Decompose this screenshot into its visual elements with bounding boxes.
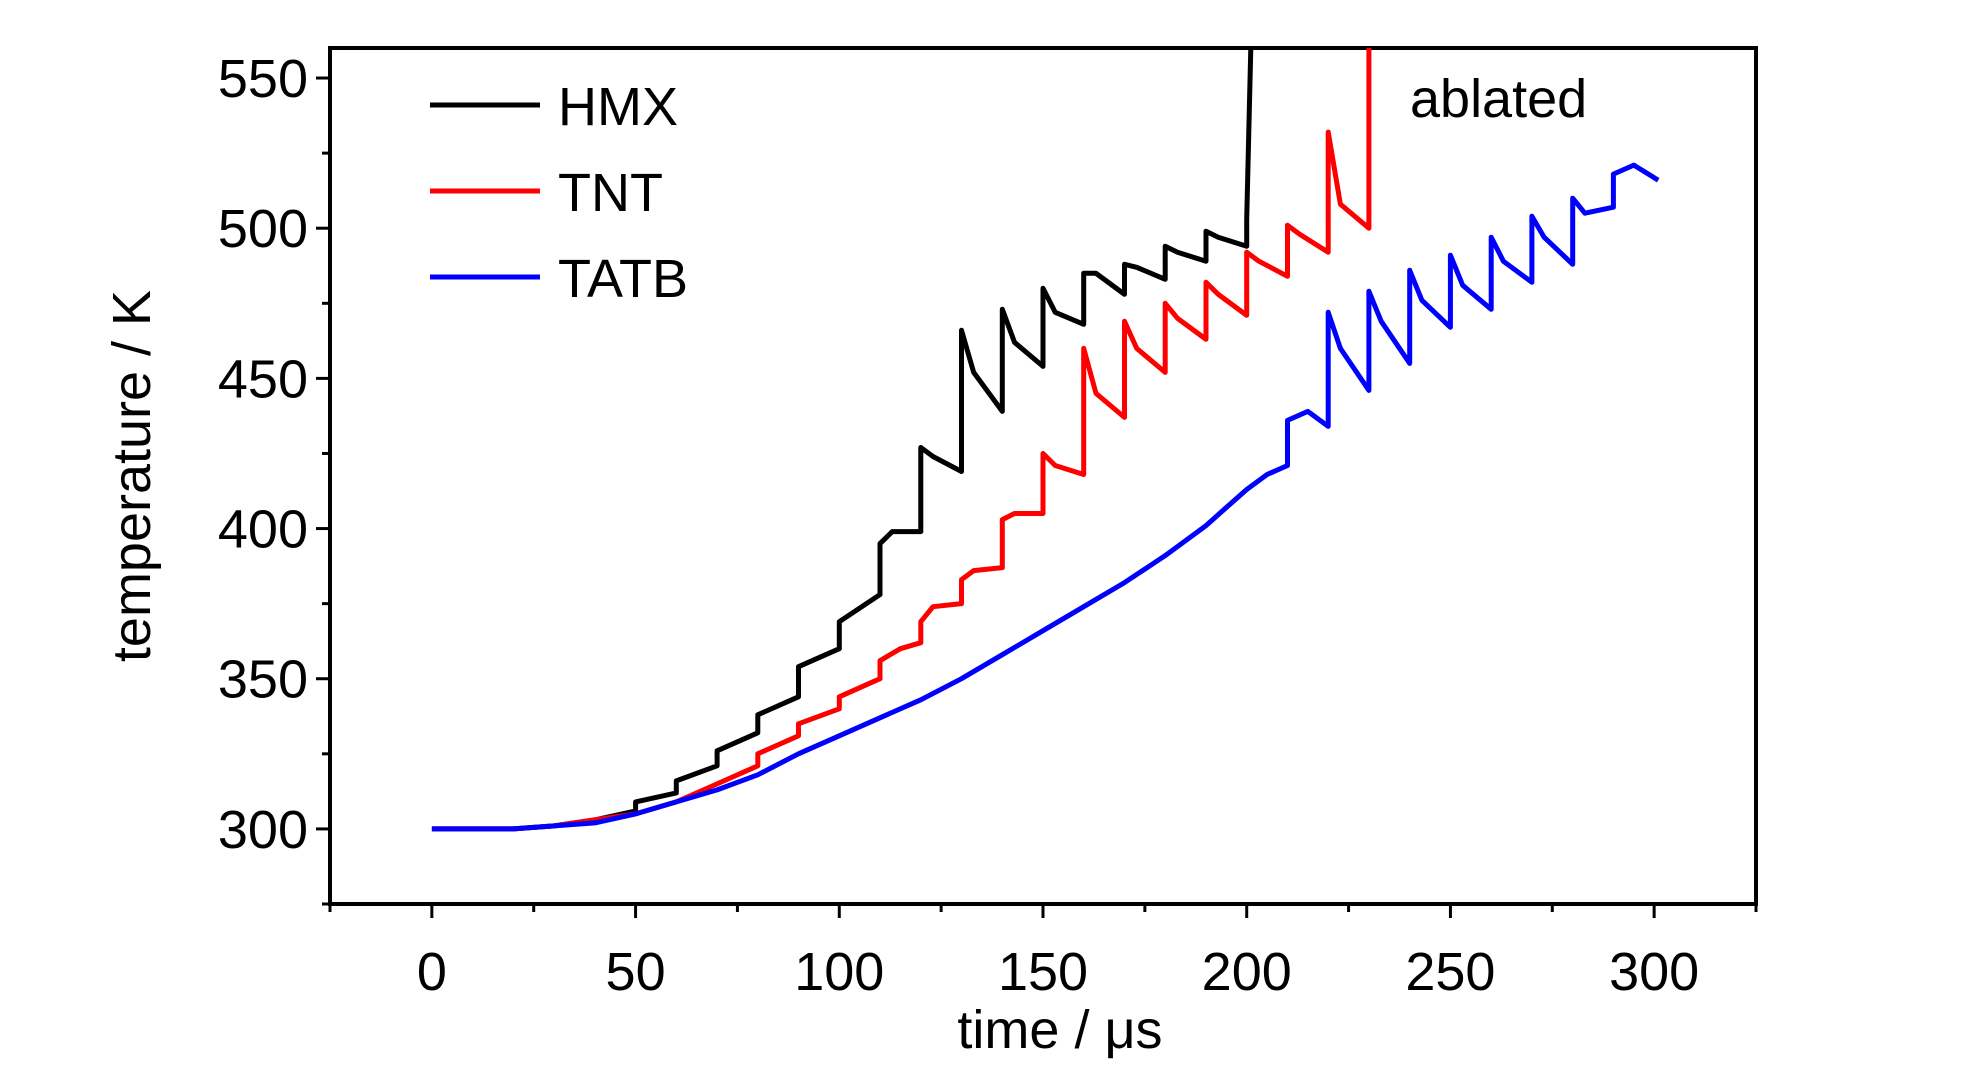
series-line-hmx	[431, 48, 1254, 832]
x-tick-label: 100	[794, 942, 884, 1002]
legend-label-tatb: TATB	[558, 249, 688, 309]
x-tick-label: 300	[1609, 942, 1699, 1002]
x-tick-label: 0	[417, 942, 447, 1002]
x-tick-label: 250	[1405, 942, 1495, 1002]
y-axis-title: temperature / K	[102, 290, 162, 662]
ticks-layer: 0 50 100 150 200 250 300 300 350 400 450 500 550	[218, 49, 1758, 1002]
legend-label-tnt: TNT	[558, 163, 663, 223]
legend-label-hmx: HMX	[558, 77, 678, 137]
x-tick-label: 150	[998, 942, 1088, 1002]
y-tick-label: 450	[218, 349, 308, 409]
x-axis-title: time / μs	[957, 1000, 1162, 1060]
series-line-tnt	[431, 48, 1372, 832]
y-tick-label: 350	[218, 650, 308, 710]
y-tick-label: 500	[218, 199, 308, 259]
series-line-tatb	[431, 162, 1660, 832]
x-tick-label: 200	[1202, 942, 1292, 1002]
x-tick-label: 50	[606, 942, 666, 1002]
y-tick-label: 550	[218, 49, 308, 109]
y-tick-label: 300	[218, 800, 308, 860]
y-tick-label: 400	[218, 500, 308, 560]
annotation-ablated: ablated	[1410, 69, 1587, 129]
series-layer	[431, 48, 1660, 832]
legend: HMX TNT TATB	[430, 77, 688, 309]
